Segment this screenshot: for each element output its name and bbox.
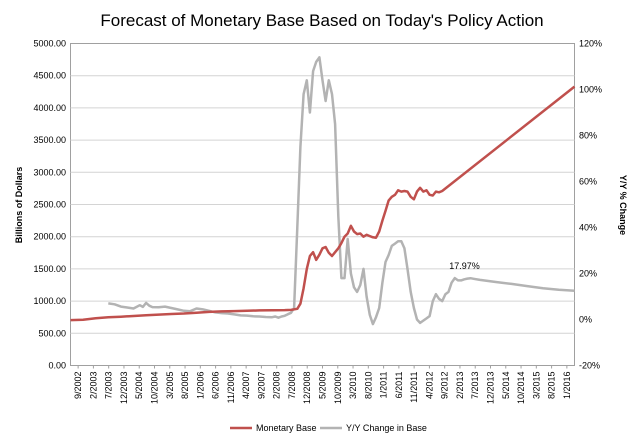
x-tick-label: 2/2003 [88, 372, 98, 400]
x-tick-label: 7/2003 [104, 372, 114, 400]
y-tick-label: 5000.00 [33, 39, 66, 49]
x-tick-label: 12/2003 [119, 372, 129, 405]
x-tick-label: 10/2004 [150, 372, 160, 405]
y2-tick-label: 100% [579, 85, 602, 95]
x-tick-label: 8/2010 [363, 372, 373, 400]
y-tick-label: 4000.00 [33, 103, 66, 113]
y2-tick-label: 60% [579, 177, 597, 187]
legend-label-yy-change: Y/Y Change in Base [346, 423, 427, 433]
x-tick-label: 5/2004 [134, 372, 144, 400]
y-tick-label: 4500.00 [33, 71, 66, 81]
y-tick-label: 2000.00 [33, 232, 66, 242]
x-tick-label: 9/2007 [256, 372, 266, 400]
y2-tick-label: 20% [579, 269, 597, 279]
x-tick-label: 1/2011 [379, 372, 389, 399]
y-tick-label: 1000.00 [33, 296, 66, 306]
y-tick-label: 3500.00 [33, 135, 66, 145]
x-tick-label: 5/2009 [318, 372, 328, 400]
x-tick-label: 11/2006 [226, 372, 236, 404]
x-tick-label: 4/2012 [424, 372, 434, 400]
x-tick-label: 9/2002 [73, 372, 83, 400]
x-tick-label: 5/2014 [501, 371, 511, 399]
y-tick-label: 1500.00 [33, 264, 66, 274]
x-tick-label: 2/2013 [455, 372, 465, 400]
x-tick-label: 9/2012 [440, 372, 450, 400]
y2-tick-label: 80% [579, 131, 597, 141]
legend: Monetary Base Y/Y Change in Base [230, 423, 427, 433]
x-tick-label: 7/2008 [287, 372, 297, 400]
x-tick-label: 2/2008 [272, 372, 282, 400]
x-axis-ticks: 9/2002 2/2003 7/2003 12/2003 5/2004 10/2004 3/… [73, 365, 572, 405]
legend-label-monetary-base: Monetary Base [256, 423, 317, 433]
x-tick-label: 12/2013 [486, 372, 496, 405]
x-tick-label: 1/2016 [562, 372, 572, 400]
y-tick-label: 0.00 [48, 361, 66, 371]
x-tick-label: 8/2005 [180, 372, 190, 400]
y-tick-label: 500.00 [38, 328, 66, 338]
left-axis-ticks: 0.00 500.00 1000.00 1500.00 2000.00 2500.00 30… [33, 39, 66, 371]
x-tick-label: 3/2010 [348, 372, 358, 400]
y-tick-label: 3000.00 [33, 167, 66, 177]
y2-axis-title: Y/Y % Change [618, 175, 628, 235]
x-tick-label: 7/2013 [470, 372, 480, 400]
x-tick-label: 12/2008 [302, 372, 312, 405]
chart-title: Forecast of Monetary Base Based on Today… [100, 11, 543, 30]
y2-tick-label: -20% [579, 361, 600, 371]
x-tick-label: 11/2011 [409, 372, 419, 403]
x-tick-label: 3/2005 [165, 372, 175, 400]
y2-tick-label: 0% [579, 315, 592, 325]
x-tick-label: 6/2011 [394, 372, 404, 399]
x-tick-label: 4/2007 [241, 372, 251, 400]
y-tick-label: 2500.00 [33, 200, 66, 210]
y-axis-title: Billions of Dollars [14, 167, 24, 244]
x-tick-label: 3/2015 [531, 372, 541, 400]
y2-tick-label: 120% [579, 39, 602, 49]
x-tick-label: 10/2009 [333, 372, 343, 405]
x-tick-label: 8/2015 [547, 372, 557, 400]
x-tick-label: 1/2006 [195, 372, 205, 400]
right-axis-ticks: -20% 0% 20% 40% 60% 80% 100% 120% [579, 39, 602, 371]
y2-tick-label: 40% [579, 223, 597, 233]
x-tick-label: 10/2014 [516, 372, 526, 405]
series-lines [70, 56, 576, 326]
annotation-label: 17.97% [449, 261, 480, 271]
x-tick-label: 6/2006 [211, 372, 221, 400]
series-monetary-base-line [70, 85, 576, 322]
